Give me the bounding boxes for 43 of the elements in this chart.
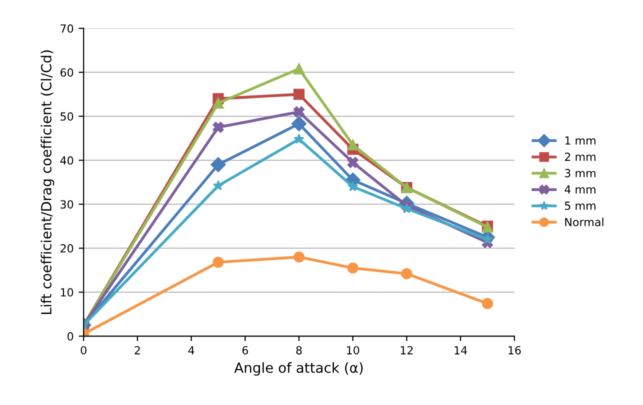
x-tick-label: 8 <box>296 346 302 354</box>
x-tick-label: 4 <box>188 346 194 354</box>
y-tick-label: 70 <box>60 24 74 33</box>
point <box>482 298 494 310</box>
x-tick-label: 16 <box>508 346 521 354</box>
point <box>293 63 305 74</box>
x-tick-label: 6 <box>242 346 248 354</box>
x-tick-label: 0 <box>80 346 86 354</box>
point <box>347 262 358 274</box>
legend-label: 4 mm <box>564 185 596 194</box>
point <box>212 122 224 133</box>
y-tick-label: 40 <box>60 156 74 165</box>
point <box>401 268 412 280</box>
point <box>291 116 307 132</box>
x-tick-label: 10 <box>346 346 360 354</box>
x-tick-label: 14 <box>454 346 467 354</box>
x-tick-label: 2 <box>134 346 140 354</box>
legend-label: Normal <box>565 218 604 226</box>
legend-label: 2 mm <box>564 152 596 161</box>
point <box>348 181 358 192</box>
point <box>212 256 224 268</box>
point <box>294 134 304 144</box>
point <box>210 157 226 172</box>
point <box>293 106 305 118</box>
legend-label: 1 mm <box>565 136 596 145</box>
point <box>293 88 305 100</box>
y-tick-label: 30 <box>60 200 74 209</box>
y-tick-label: 20 <box>60 244 74 253</box>
point <box>293 251 305 263</box>
y-axis-title: Lift coefficient/Drag coefficient (Cl/Cd) <box>40 50 54 314</box>
x-axis-title: Angle of attack (α) <box>234 362 363 376</box>
point <box>212 98 224 109</box>
y-tick-label: 60 <box>60 68 74 77</box>
legend-label: 3 mm <box>564 168 596 178</box>
y-tick-label: 10 <box>60 288 74 297</box>
y-tick-label: 0 <box>68 332 74 341</box>
point <box>347 139 358 150</box>
x-tick-label: 12 <box>400 346 413 354</box>
point <box>212 180 224 190</box>
point <box>347 156 358 168</box>
y-tick-label: 50 <box>60 112 74 121</box>
legend-label: 5 mm <box>564 202 596 210</box>
point <box>401 203 412 214</box>
